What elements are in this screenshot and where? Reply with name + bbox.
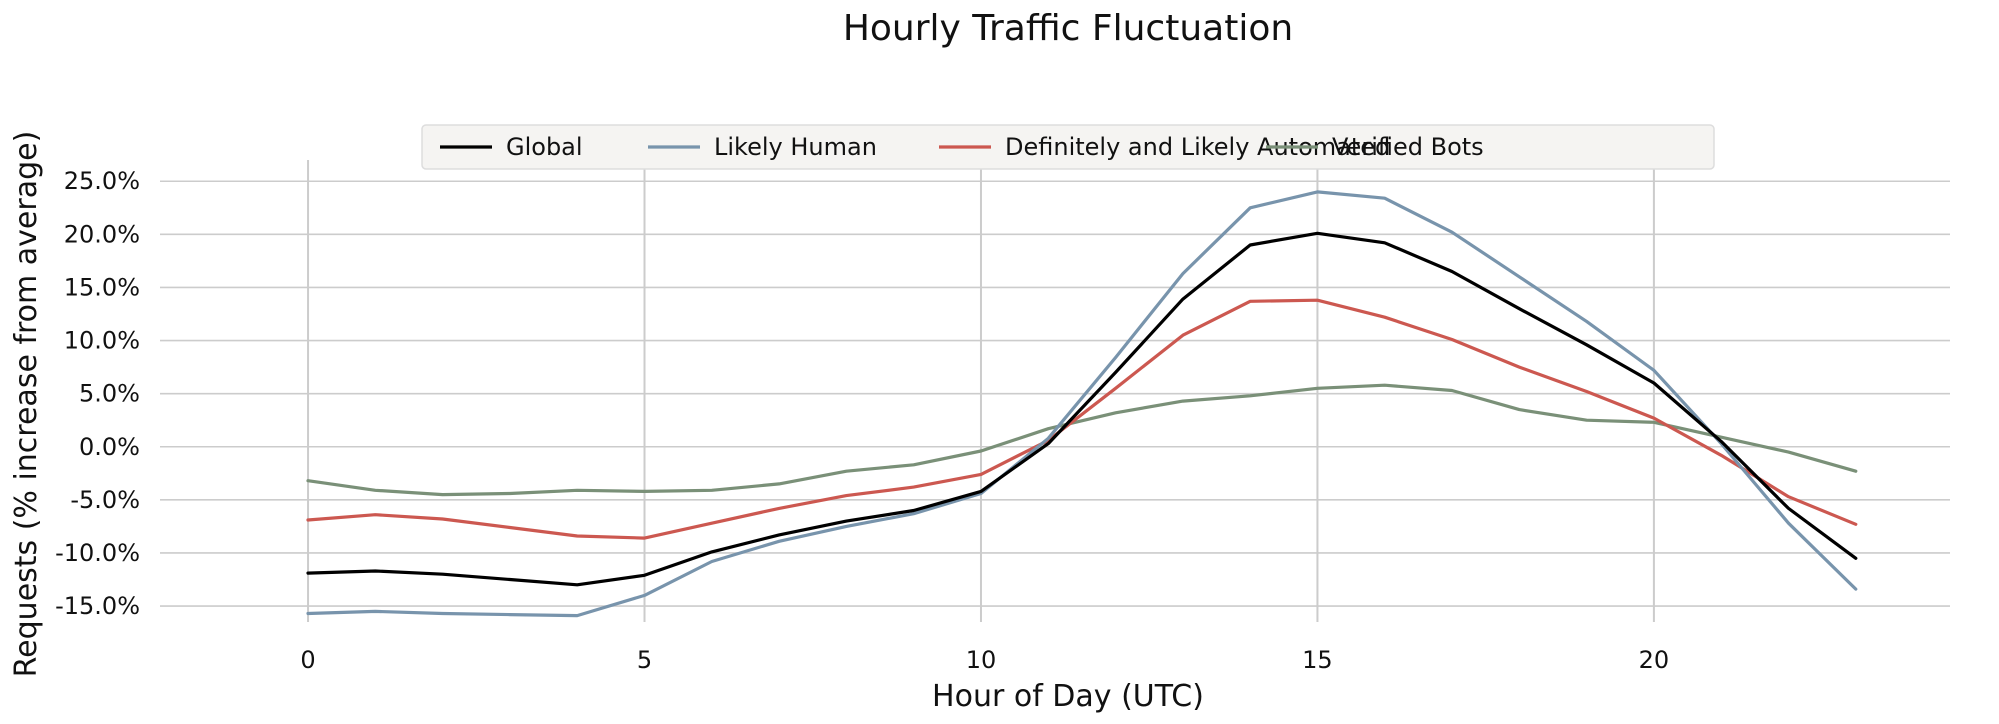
- x-axis-label: Hour of Day (UTC): [932, 679, 1204, 714]
- x-tick-label: 15: [1302, 646, 1333, 674]
- series-lines: [306, 190, 1858, 618]
- y-axis-ticks: -15.0% -10.0% -5.0% 0.0% 5.0% 10.0% 15.0% 20.0%…: [55, 167, 140, 620]
- grid: [160, 160, 1950, 622]
- y-tick-label: -15.0%: [55, 592, 140, 620]
- legend-box: [421, 124, 1715, 170]
- legend-label: Verified Bots: [1332, 133, 1484, 161]
- y-tick-label: 20.0%: [64, 220, 140, 248]
- chart-title: Hourly Traffic Fluctuation: [843, 8, 1293, 49]
- x-tick-label: 0: [300, 646, 315, 674]
- y-tick-label: 0.0%: [79, 433, 140, 461]
- y-axis-label: Requests (% increase from average): [9, 131, 44, 678]
- y-tick-label: -10.0%: [55, 539, 140, 567]
- y-tick-label: 25.0%: [64, 167, 140, 195]
- series-line-likely-human: [306, 190, 1858, 618]
- y-tick-label: 15.0%: [64, 273, 140, 301]
- x-tick-label: 20: [1639, 646, 1670, 674]
- y-tick-label: 5.0%: [79, 380, 140, 408]
- y-tick-label: -5.0%: [70, 486, 140, 514]
- x-tick-label: 5: [637, 646, 652, 674]
- legend-label: Definitely and Likely Automated: [1005, 133, 1390, 161]
- series-line-definitely-and-likely-automated: [306, 298, 1858, 540]
- legend: Global Likely Human Definitely and Likely …: [421, 124, 1715, 170]
- series-line-global: [306, 231, 1858, 587]
- legend-label: Global: [506, 133, 583, 161]
- x-axis-ticks: 0 5 10 15 20: [300, 646, 1669, 674]
- series-line-verified-bots: [306, 383, 1858, 497]
- y-tick-label: 10.0%: [64, 327, 140, 355]
- legend-label: Likely Human: [714, 133, 877, 161]
- x-tick-label: 10: [966, 646, 997, 674]
